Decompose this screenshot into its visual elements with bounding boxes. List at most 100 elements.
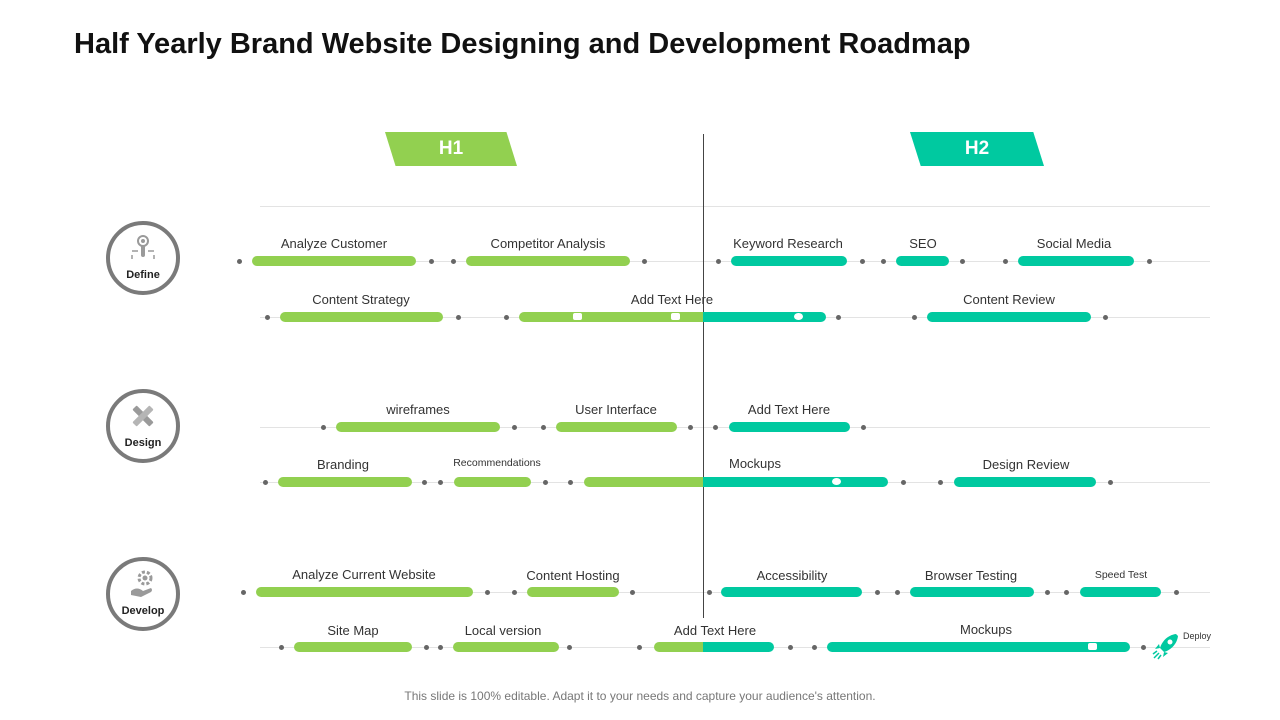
bar-endpoint: [901, 480, 906, 485]
progress-marker: [671, 313, 680, 320]
bar-endpoint: [1064, 590, 1069, 595]
bar-endpoint: [438, 480, 443, 485]
bar-endpoint: [960, 259, 965, 264]
task-bar-analyze-customer: [252, 256, 416, 266]
bar-endpoint: [1174, 590, 1179, 595]
task-bar-content-review: [927, 312, 1091, 322]
bar-endpoint: [485, 590, 490, 595]
task-label: Content Hosting: [526, 568, 620, 583]
task-bar-wireframes: [336, 422, 500, 432]
task-bar-analyze-current-website: [256, 587, 473, 597]
bar-endpoint: [512, 425, 517, 430]
bar-endpoint: [237, 259, 242, 264]
task-label: Speed Test: [1094, 569, 1148, 581]
bar-endpoint: [438, 645, 443, 650]
bar-endpoint: [422, 480, 427, 485]
task-label: Social Media: [1036, 236, 1112, 251]
task-bar-competitor-analysis: [466, 256, 630, 266]
bar-endpoint: [630, 590, 635, 595]
bar-endpoint: [265, 315, 270, 320]
task-label: Content Strategy: [312, 292, 410, 307]
header-separator: [260, 206, 1210, 207]
category-design: Design: [106, 389, 180, 463]
bar-endpoint: [912, 315, 917, 320]
bar-endpoint: [860, 259, 865, 264]
task-label: SEO: [909, 236, 937, 251]
task-label: wireframes: [386, 402, 450, 417]
category-develop: Develop: [106, 557, 180, 631]
task-label: Mockups: [959, 622, 1013, 637]
task-bar-user-interface: [556, 422, 677, 432]
task-label: Add Text Here: [673, 623, 757, 638]
task-bar-add-text-h1-part: [519, 312, 711, 322]
task-label: Content Review: [963, 292, 1055, 307]
task-bar-add-text-h2-part: [703, 312, 826, 322]
task-bar-speed-test: [1080, 587, 1161, 597]
task-bar-local-version: [453, 642, 559, 652]
task-bar-seo: [896, 256, 949, 266]
task-label: Recommendations: [453, 457, 541, 469]
phase-h1-banner: H1: [385, 132, 517, 166]
progress-marker: [573, 313, 582, 320]
category-label: Develop: [121, 605, 165, 617]
bar-endpoint: [1003, 259, 1008, 264]
page-title: Half Yearly Brand Website Designing and …: [74, 28, 971, 60]
bar-endpoint: [637, 645, 642, 650]
half-divider: [703, 134, 704, 618]
bar-endpoint: [504, 315, 509, 320]
bar-endpoint: [895, 590, 900, 595]
bar-endpoint: [1108, 480, 1113, 485]
bar-endpoint: [321, 425, 326, 430]
task-bar-social-media: [1018, 256, 1134, 266]
progress-marker: [794, 313, 803, 320]
bar-endpoint: [456, 315, 461, 320]
bar-endpoint: [707, 590, 712, 595]
task-bar-add-text-3-h2-part: [703, 642, 774, 652]
task-label: Add Text Here: [747, 402, 831, 417]
category-label: Define: [126, 269, 160, 281]
task-label: Competitor Analysis: [490, 236, 606, 251]
bar-endpoint: [881, 259, 886, 264]
task-label: Branding: [316, 457, 370, 472]
bar-endpoint: [938, 480, 943, 485]
bar-endpoint: [429, 259, 434, 264]
touch-gear-icon: [128, 233, 158, 269]
task-bar-design-review: [954, 477, 1096, 487]
task-label: Analyze Current Website: [292, 567, 436, 582]
bar-endpoint: [716, 259, 721, 264]
bar-endpoint: [688, 425, 693, 430]
progress-marker: [832, 478, 841, 485]
task-bar-mockups-2: [827, 642, 1130, 652]
bar-endpoint: [424, 645, 429, 650]
task-bar-recommendations: [454, 477, 531, 487]
task-label: Add Text Here: [630, 292, 714, 307]
bar-endpoint: [1147, 259, 1152, 264]
phase-h2-banner: H2: [910, 132, 1044, 166]
footer-note: This slide is 100% editable. Adapt it to…: [404, 689, 876, 703]
task-label: Analyze Customer: [280, 236, 388, 251]
task-label: Site Map: [327, 623, 379, 638]
task-bar-add-text-2: [729, 422, 850, 432]
bar-endpoint: [451, 259, 456, 264]
bar-endpoint: [812, 645, 817, 650]
task-bar-keyword-research: [731, 256, 847, 266]
bar-endpoint: [642, 259, 647, 264]
bar-endpoint: [543, 480, 548, 485]
category-define: Define: [106, 221, 180, 295]
task-label: Design Review: [982, 457, 1070, 472]
deploy-label: Deploy: [1183, 631, 1212, 641]
bar-endpoint: [263, 480, 268, 485]
task-bar-content-strategy: [280, 312, 443, 322]
task-bar-accessibility: [721, 587, 862, 597]
task-label: Keyword Research: [733, 236, 843, 251]
task-bar-browser-testing: [910, 587, 1034, 597]
task-label: Local version: [464, 623, 542, 638]
bar-endpoint: [541, 425, 546, 430]
task-bar-mockups-h2-part: [703, 477, 888, 487]
task-label: Mockups: [728, 456, 782, 471]
category-label: Design: [124, 437, 162, 449]
bar-endpoint: [512, 590, 517, 595]
task-bar-branding: [278, 477, 412, 487]
task-label: Accessibility: [756, 568, 828, 583]
rocket-icon: [1150, 630, 1182, 662]
